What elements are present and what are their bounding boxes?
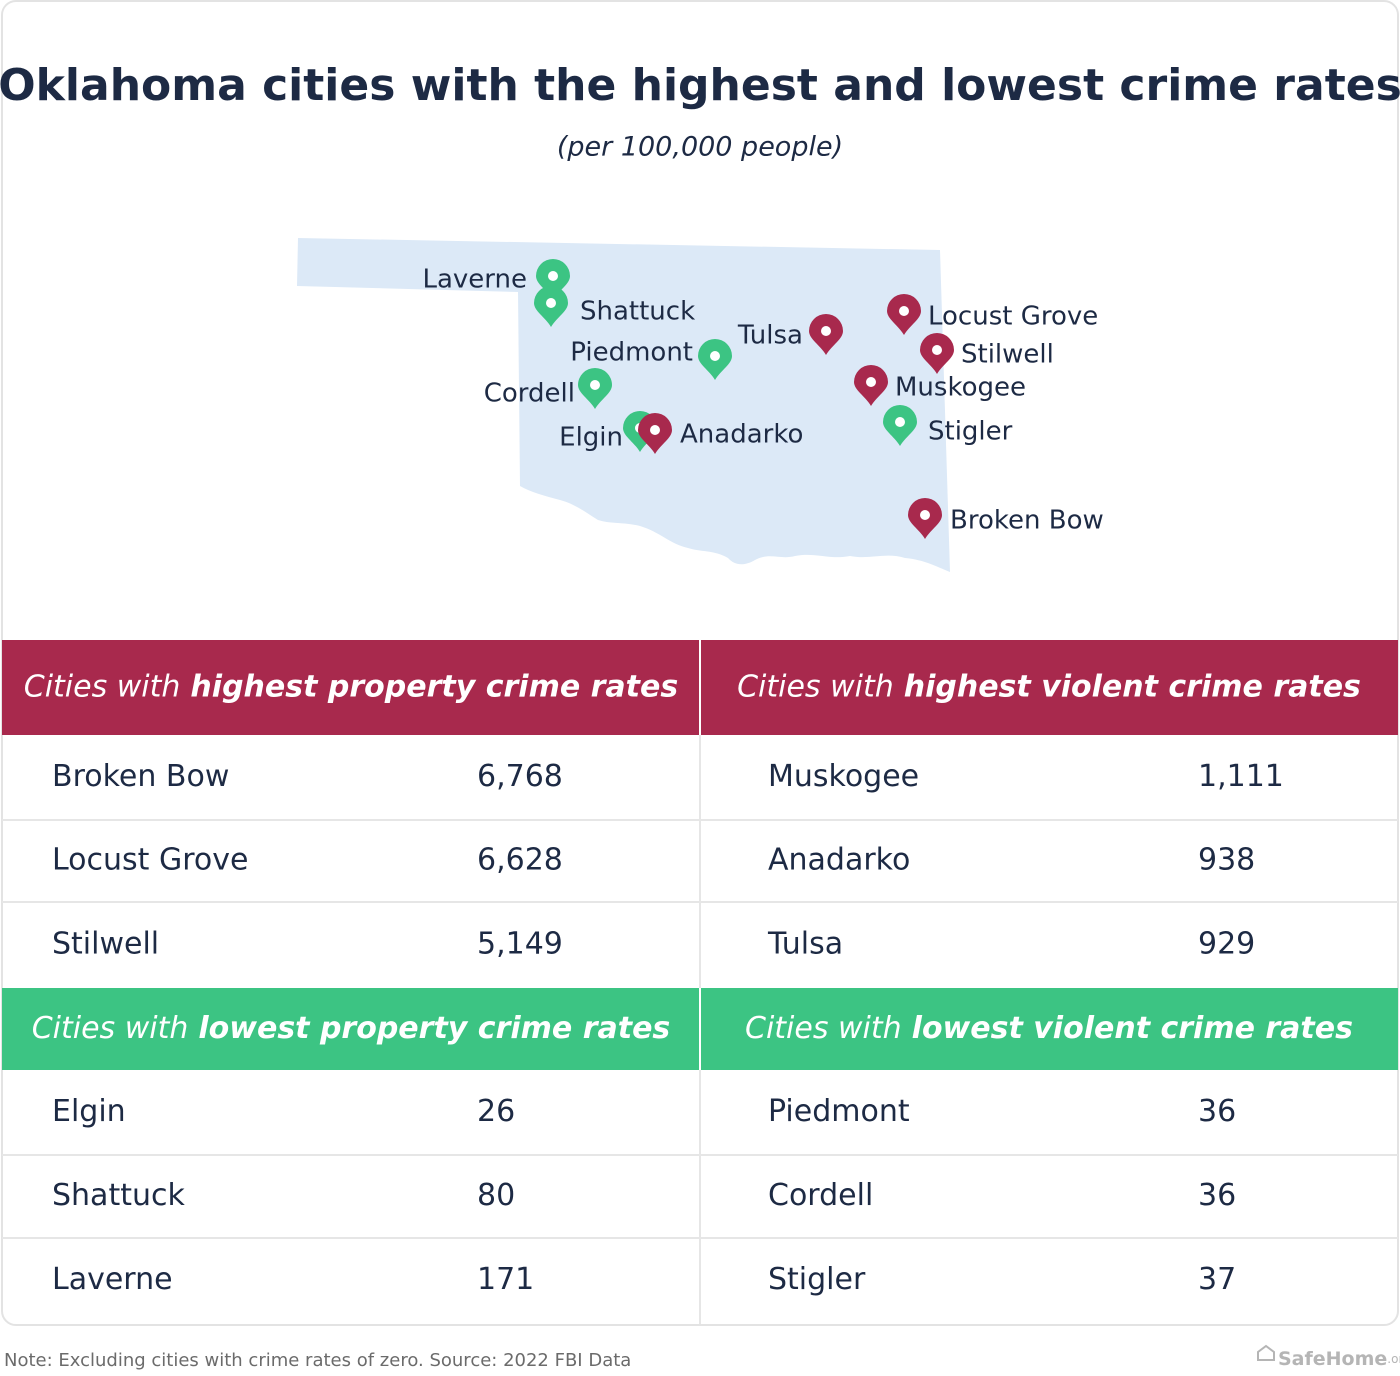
crime-rate: 929	[1198, 927, 1255, 962]
logo-suffix: .org	[1387, 1352, 1400, 1366]
city-name: Locust Grove	[52, 843, 248, 878]
map-pin-label: Shattuck	[580, 297, 695, 327]
map-pin-label: Tulsa	[737, 321, 803, 351]
crime-rate: 6,628	[477, 843, 563, 878]
map-pin-dot	[866, 377, 876, 387]
header-emphasis: highest property crime rates	[190, 669, 678, 704]
city-name: Shattuck	[52, 1178, 185, 1213]
header-emphasis: lowest violent crime rates	[912, 1011, 1353, 1046]
city-name: Piedmont	[768, 1094, 910, 1129]
logo-name: SafeHome	[1278, 1348, 1387, 1370]
map-pin-label: Stigler	[928, 417, 1013, 447]
map-pin-label: Laverne	[422, 265, 527, 295]
table-header-text: Cities with highest violent crime rates	[737, 669, 1361, 704]
tables: Cities with highest property crime rates B…	[2, 640, 1398, 1324]
table-header	[2, 988, 700, 1070]
map-pin-dot	[932, 345, 942, 355]
city-name: Broken Bow	[52, 759, 229, 794]
map-pin-label: Cordell	[484, 379, 575, 409]
header-prefix: Cities with	[24, 669, 181, 704]
crime-rate: 1,111	[1198, 759, 1284, 794]
footer-note: Note: Excluding cities with crime rates …	[4, 1350, 631, 1371]
map-pin-dot	[548, 271, 558, 281]
map-pin-label: Anadarko	[680, 420, 803, 450]
city-name: Elgin	[52, 1094, 126, 1129]
crime-rate: 36	[1198, 1094, 1236, 1129]
map-pin-label: Elgin	[559, 423, 623, 453]
map-pin-dot	[920, 510, 930, 520]
crime-rate: 5,149	[477, 927, 563, 962]
header-emphasis: lowest property crime rates	[198, 1011, 670, 1046]
city-name: Laverne	[52, 1262, 173, 1297]
table-header-text: Cities with lowest violent crime rates	[745, 1011, 1353, 1046]
logo-text: SafeHome.org	[1278, 1348, 1400, 1370]
crime-rate: 6,768	[477, 759, 563, 794]
header-prefix: Cities with	[32, 1011, 189, 1046]
table-header	[2, 640, 700, 735]
map-pin-label: Broken Bow	[950, 506, 1104, 536]
map-pin-dot	[899, 306, 909, 316]
header-prefix: Cities with	[737, 669, 894, 704]
map-pin-dot	[650, 425, 660, 435]
table-header-text: Cities with lowest property crime rates	[32, 1011, 671, 1046]
map-pin-dot	[821, 326, 831, 336]
city-name: Stigler	[768, 1262, 866, 1297]
city-name: Tulsa	[767, 927, 843, 962]
oklahoma-map	[297, 238, 950, 572]
crime-rate: 37	[1198, 1262, 1236, 1297]
table-header-text: Cities with highest property crime rates	[24, 669, 678, 704]
logo-icon	[1257, 1344, 1275, 1361]
city-name: Anadarko	[768, 843, 910, 878]
table-header	[700, 640, 1398, 735]
map-pin-label: Locust Grove	[928, 302, 1098, 332]
crime-rate: 171	[477, 1262, 534, 1297]
map-pin-dot	[710, 351, 720, 361]
map-pin-label: Piedmont	[570, 338, 693, 368]
header-emphasis: highest violent crime rates	[904, 669, 1361, 704]
city-name: Stilwell	[52, 927, 159, 962]
crime-rate: 36	[1198, 1178, 1236, 1213]
map-pin-dot	[895, 417, 905, 427]
table-header	[700, 988, 1398, 1070]
header-prefix: Cities with	[745, 1011, 902, 1046]
city-name: Muskogee	[768, 759, 919, 794]
crime-rate: 80	[477, 1178, 515, 1213]
crime-rate: 938	[1198, 843, 1255, 878]
map-pin-dot	[546, 298, 556, 308]
subtitle: (per 100,000 people)	[557, 132, 843, 163]
map-pin-dot	[590, 380, 600, 390]
logo: SafeHome.org	[1257, 1344, 1400, 1370]
map-pin-label: Stilwell	[961, 340, 1054, 370]
city-name: Cordell	[768, 1178, 873, 1213]
crime-rate: 26	[477, 1094, 515, 1129]
map-pins: Laverne Shattuck Piedmont Tulsa Cordell Elgin…	[422, 259, 1104, 539]
title: Oklahoma cities with the highest and low…	[0, 60, 1400, 111]
map-pin-label: Muskogee	[895, 373, 1026, 403]
